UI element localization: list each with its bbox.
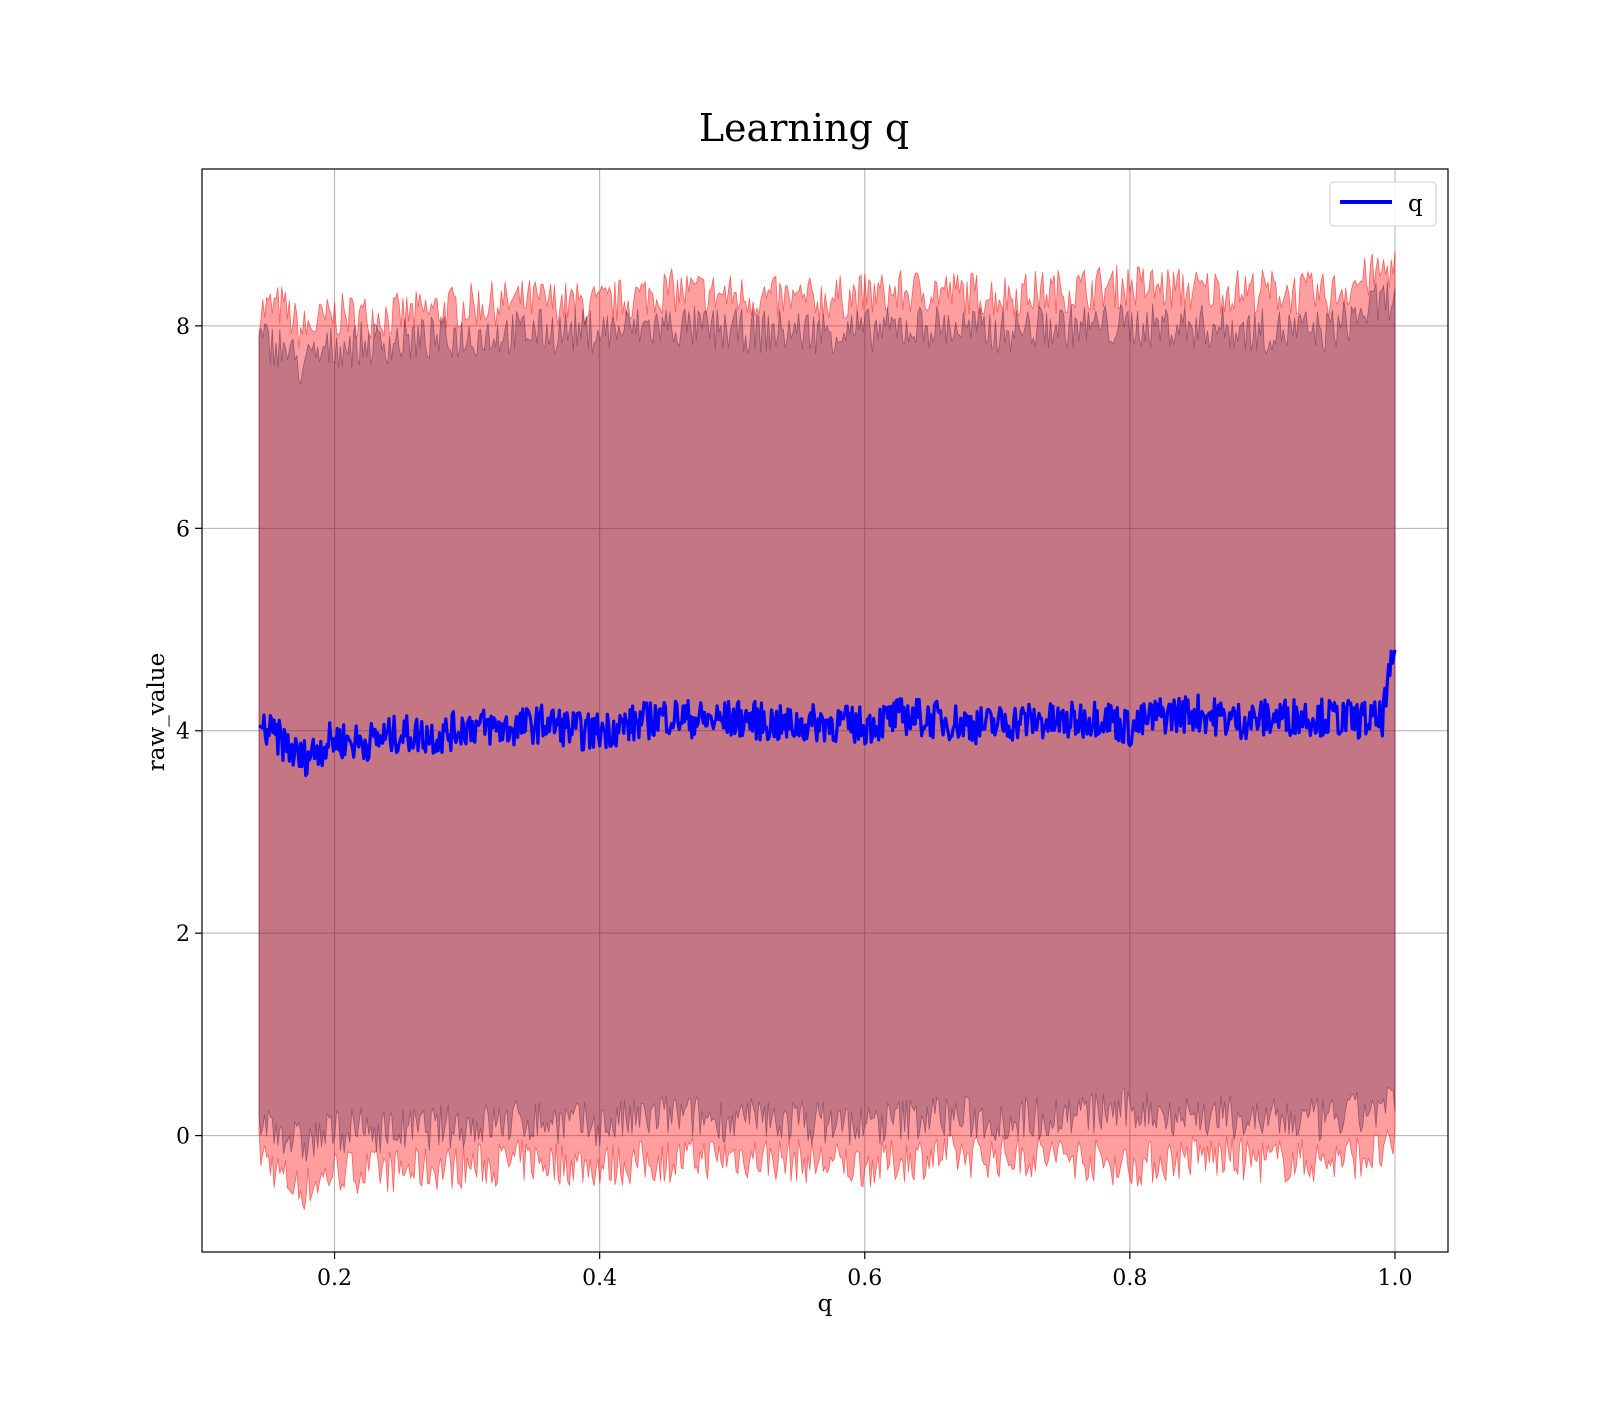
chart-title: Learning q <box>699 106 909 150</box>
x-tick-label-0: 0.2 <box>317 1266 352 1291</box>
legend: q <box>1329 181 1437 227</box>
plot-area-frame <box>201 168 1449 1253</box>
legend-label-q: q <box>1408 191 1423 217</box>
y-tick-label-3: 6 <box>176 517 190 542</box>
y-tick-label-4: 8 <box>176 315 190 340</box>
y-axis-label: raw_value <box>144 653 170 771</box>
y-tick-label-0: 0 <box>176 1125 190 1150</box>
x-tick-label-4: 1.0 <box>1377 1266 1412 1291</box>
x-axis-label: q <box>818 1291 833 1317</box>
y-axis-ticks: 0 2 4 6 8 <box>176 315 202 1150</box>
x-tick-label-3: 0.8 <box>1112 1266 1147 1291</box>
x-axis-ticks: 0.2 0.4 0.6 0.8 1.0 <box>317 1252 1412 1291</box>
y-tick-label-1: 2 <box>176 922 190 947</box>
series-lines <box>258 649 1397 778</box>
y-tick-label-2: 4 <box>176 720 190 745</box>
x-tick-label-1: 0.4 <box>582 1266 617 1291</box>
grid-lines <box>202 169 1448 1252</box>
band-0 <box>258 251 1396 1210</box>
series-line-q <box>258 649 1397 778</box>
x-tick-label-2: 0.6 <box>847 1266 882 1291</box>
